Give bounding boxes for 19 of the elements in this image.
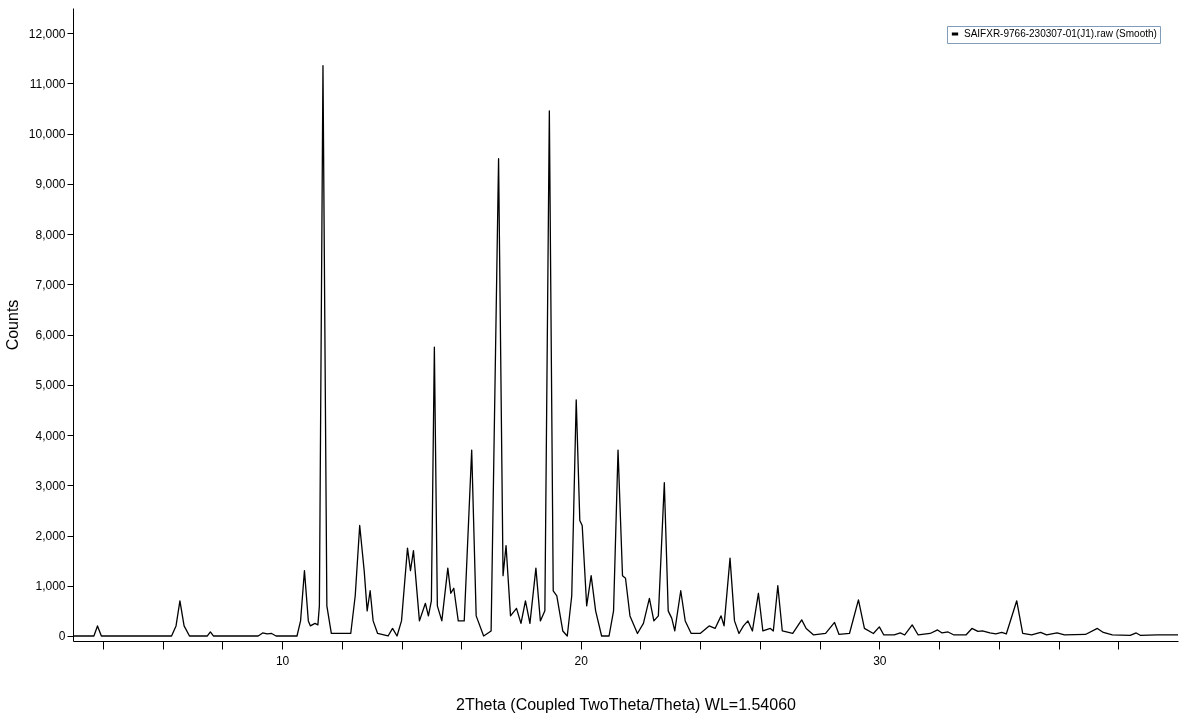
y-tick-label: 0 [58,629,66,644]
y-tick-label: 9,000 [35,177,66,192]
x-tick-label: 10 [275,653,290,668]
y-tick-label: 1,000 [35,579,66,594]
legend-label: SAIFXR-9766-230307-01(J1).raw (Smooth) [964,28,1157,39]
y-tick-label: 2,000 [35,529,66,543]
y-tick-label: 7,000 [35,277,66,292]
x-tick-label: 30 [873,653,887,668]
y-tick-label: 5,000 [35,378,66,393]
y-tick-label: 8,000 [35,227,66,242]
x-axis-title: 2Theta (Coupled TwoTheta/Theta) WL=1.54060 [456,695,797,713]
y-tick-label: 12,000 [28,26,66,41]
y-tick-label: 6,000 [35,328,66,343]
x-tick-label: 20 [574,653,589,668]
y-tick-label: 11,000 [29,76,66,91]
y-tick-label: 4,000 [35,428,66,443]
y-axis-title: Counts [3,299,21,351]
y-tick-label: 10,000 [28,127,66,142]
y-tick-label: 3,000 [35,478,66,493]
